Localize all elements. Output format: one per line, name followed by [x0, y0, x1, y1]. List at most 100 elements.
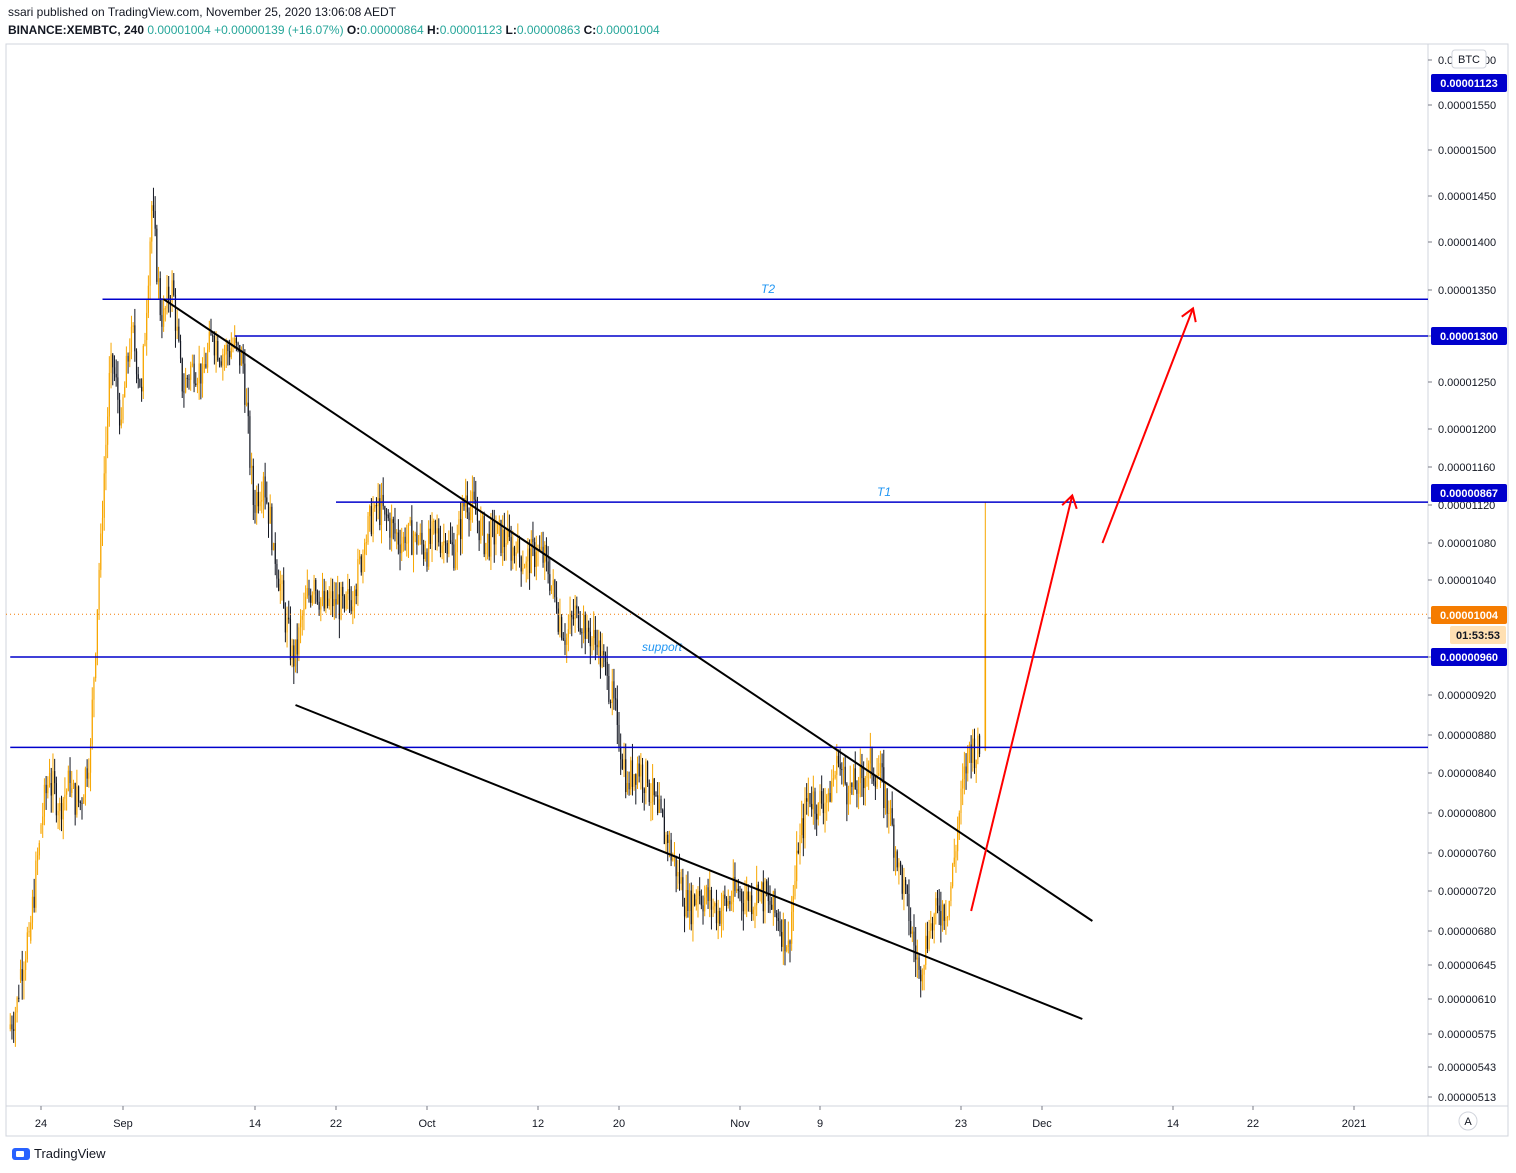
candle-body [926, 935, 929, 949]
candle-body [812, 791, 814, 810]
candle-body [517, 538, 519, 553]
candle-body [849, 782, 851, 793]
candle-body [960, 788, 962, 813]
candle-body [535, 552, 537, 567]
candle-body [166, 286, 168, 309]
candle-body [645, 761, 647, 794]
candle-body [973, 738, 976, 769]
candle-body [21, 969, 23, 981]
candle-body [502, 529, 504, 554]
y-tick-label: 0.00000800 [1438, 808, 1496, 820]
plot-area [5, 43, 1429, 1107]
tradingview-logo-text: TradingView [34, 1146, 106, 1161]
candle-body [869, 748, 871, 764]
candle-body [274, 543, 276, 564]
candle-body [801, 818, 803, 836]
candle-body [124, 387, 126, 398]
candle-body [188, 378, 190, 380]
candle-body [550, 585, 553, 591]
candle-body [9, 1024, 11, 1029]
candle-body [822, 803, 824, 814]
candle-body [185, 377, 187, 393]
candle-body [842, 766, 845, 770]
candle-body [110, 354, 112, 373]
candle-body [31, 896, 34, 923]
candle-body [829, 793, 831, 802]
y-tick-label: 0.00000575 [1438, 1029, 1496, 1041]
candle-body [345, 593, 347, 609]
candle-body [212, 335, 214, 337]
candle-body [163, 308, 165, 327]
candle-body [350, 600, 352, 612]
candle-body [402, 536, 405, 544]
candle-body [397, 532, 399, 545]
level-label: T1 [877, 485, 891, 499]
candle-body [154, 210, 156, 229]
candle-body [861, 765, 863, 779]
candle-body [72, 783, 75, 789]
x-tick-label: Nov [730, 1118, 750, 1130]
candle-body [108, 372, 110, 417]
candle-body [935, 898, 937, 915]
candle-body [742, 903, 744, 912]
candle-body [414, 533, 416, 537]
candle-body [320, 598, 322, 610]
candle-body [518, 538, 521, 557]
candle-body [978, 735, 981, 754]
candle-body [364, 543, 366, 555]
candle-body [630, 760, 632, 790]
price-label-box [1450, 626, 1506, 644]
candle-body [963, 766, 965, 779]
candle-body [267, 502, 270, 524]
candle-body [603, 651, 605, 655]
candle-body [894, 851, 897, 858]
candle-body [466, 495, 468, 513]
candle-body [599, 640, 602, 667]
candle-body [407, 523, 410, 543]
candle-body [230, 348, 232, 358]
candle-body [566, 637, 568, 645]
candle-body [967, 745, 969, 774]
auto-scale-label: A [1464, 1116, 1472, 1128]
candle-body [262, 476, 265, 501]
candle-body [14, 1012, 16, 1031]
x-tick-label: 9 [817, 1118, 823, 1130]
candle-body [704, 897, 706, 912]
candle-body [239, 344, 241, 366]
candle-body [458, 519, 460, 535]
price-label-box [1431, 484, 1507, 502]
candle-body [920, 969, 922, 982]
candle-body [98, 569, 100, 610]
candle-body [323, 590, 325, 609]
candle-body [365, 542, 367, 544]
candle-body [441, 545, 443, 554]
candle-body [311, 594, 313, 603]
candle-body [836, 755, 838, 775]
candle-body [715, 903, 718, 924]
candle-body [613, 681, 615, 699]
candle-body [164, 308, 166, 310]
candle-body [444, 540, 447, 543]
candle-body [261, 500, 263, 502]
candle-body [428, 528, 430, 567]
candle-body [945, 917, 947, 921]
candle-body [957, 828, 959, 852]
candle-body [103, 473, 105, 518]
candle-body [507, 528, 509, 543]
candle-body [510, 536, 512, 561]
candle-body [200, 363, 202, 384]
candle-body [589, 631, 591, 647]
candle-body [318, 601, 320, 610]
arrow-head [1181, 306, 1197, 323]
candle-body [52, 771, 54, 796]
candle-body [244, 363, 246, 405]
candle-body [146, 312, 148, 341]
candle-body [615, 698, 617, 700]
candle-body [223, 354, 226, 356]
candle-body [653, 778, 655, 796]
candle-body [508, 528, 511, 537]
candle-body [646, 761, 649, 783]
candle-body [687, 889, 689, 911]
candle-body [626, 783, 629, 793]
